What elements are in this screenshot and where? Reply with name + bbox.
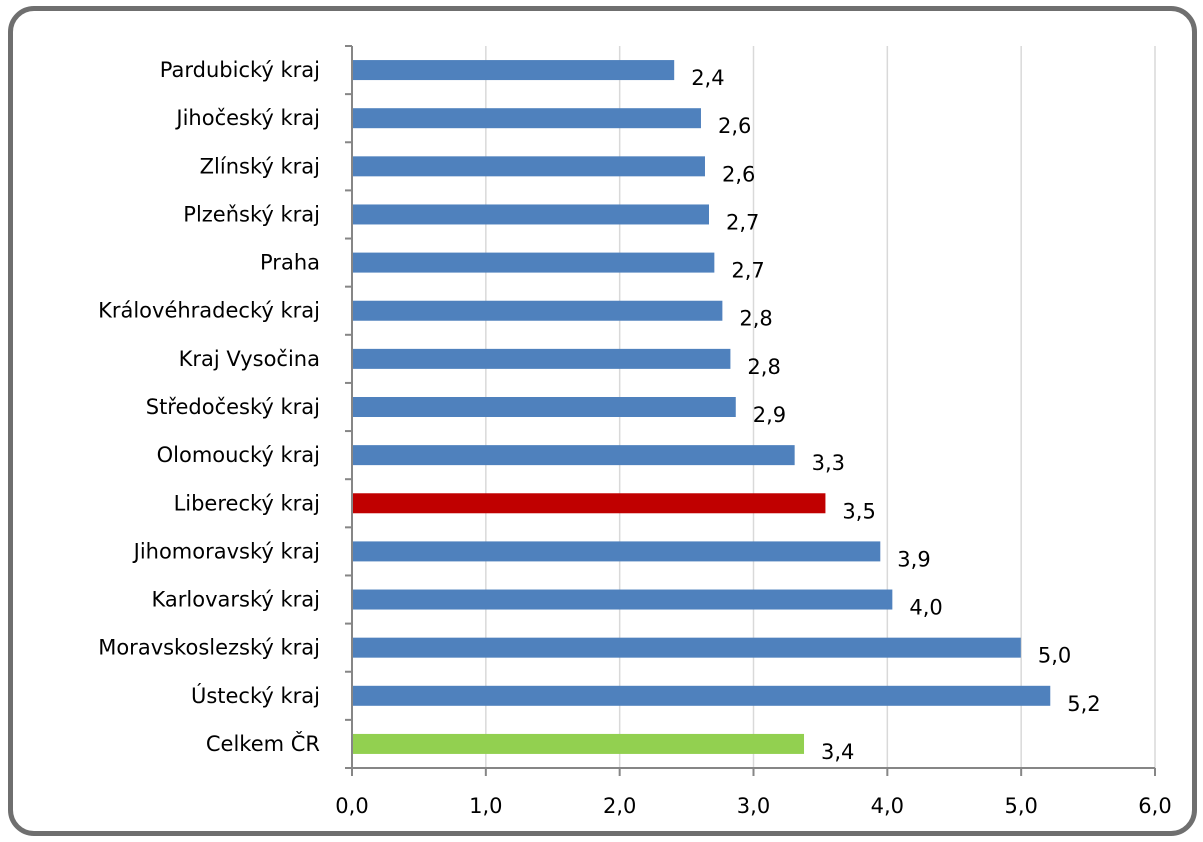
- x-tick-label: 1,0: [469, 794, 502, 818]
- value-label: 2,4: [691, 66, 724, 90]
- value-label: 2,8: [747, 355, 780, 379]
- category-label: Karlovarský kraj: [152, 588, 320, 612]
- bar: [353, 300, 723, 321]
- category-label: Moravskoslezský kraj: [98, 636, 320, 660]
- category-label: Plzeňský kraj: [183, 202, 320, 226]
- value-label: 2,6: [722, 162, 755, 186]
- category-label: Praha: [260, 251, 320, 275]
- labels: Pardubický kraj 2,4 Jihočeský kraj 2,6 Zlíns…: [98, 58, 1172, 818]
- bar: [353, 348, 731, 369]
- x-tick-label: 4,0: [871, 794, 904, 818]
- bar: [353, 397, 736, 417]
- bar: [353, 541, 881, 562]
- x-tick-label: 2,0: [603, 794, 636, 818]
- value-label: 3,5: [842, 499, 875, 523]
- category-label: Kraj Vysočina: [179, 347, 320, 371]
- category-label: Jihočeský kraj: [174, 106, 320, 130]
- bar: [353, 733, 805, 754]
- bar: [353, 252, 715, 273]
- category-label: Olomoucký kraj: [157, 443, 320, 467]
- bar: [353, 637, 1021, 658]
- category-label: Královéhradecký kraj: [98, 299, 320, 323]
- x-tick-label: 5,0: [1004, 794, 1037, 818]
- bar: [353, 589, 893, 610]
- category-label: Liberecký kraj: [174, 491, 320, 515]
- value-label: 2,7: [731, 259, 764, 283]
- category-label: Jihomoravský kraj: [132, 539, 320, 563]
- category-label: Pardubický kraj: [160, 58, 320, 82]
- value-label: 3,9: [897, 547, 930, 571]
- bars: [353, 60, 1051, 754]
- value-label: 5,0: [1038, 644, 1071, 668]
- category-label: Celkem ČR: [206, 731, 320, 756]
- value-label: 2,6: [718, 114, 751, 138]
- value-label: 2,7: [726, 210, 759, 234]
- category-label: Středočeský kraj: [146, 395, 320, 419]
- value-label: 4,0: [909, 596, 942, 620]
- x-tick-label: 6,0: [1138, 794, 1171, 818]
- value-label: 5,2: [1067, 692, 1100, 716]
- bar: [353, 108, 701, 129]
- x-tick-label: 3,0: [737, 794, 770, 818]
- value-label: 2,9: [753, 403, 786, 427]
- bar: [353, 493, 826, 514]
- bar: [353, 445, 795, 466]
- value-label: 3,3: [812, 451, 845, 475]
- value-label: 2,8: [739, 307, 772, 331]
- x-tick-label: 0,0: [335, 794, 368, 818]
- bar: [353, 156, 705, 177]
- bar: [353, 204, 709, 225]
- value-label: 3,4: [821, 740, 854, 764]
- axes: [345, 45, 1156, 776]
- category-label: Zlínský kraj: [200, 154, 320, 178]
- bar: [353, 685, 1051, 706]
- category-label: Ústecký kraj: [191, 683, 320, 708]
- bar: [353, 60, 675, 81]
